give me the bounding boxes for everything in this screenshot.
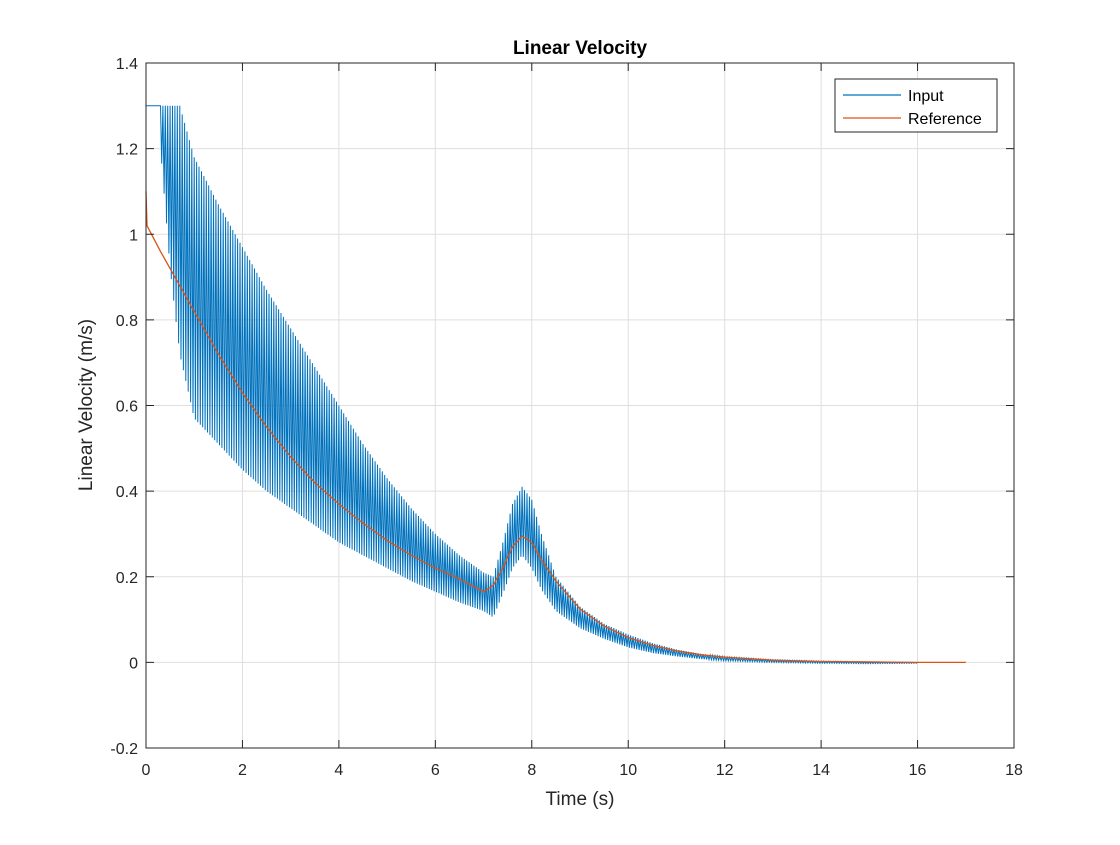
y-axis-label: Linear Velocity (m/s) (76, 319, 97, 491)
y-tick-labels: -0.2 0 0.2 0.4 0.6 0.8 1 1.2 1.4 (110, 56, 138, 758)
legend[interactable]: Input Reference (834, 78, 998, 133)
y-tick-label: 0.8 (116, 313, 138, 330)
series-reference-line (145, 191, 966, 664)
x-tick-label: 10 (619, 762, 637, 779)
y-tick-label: 0.4 (116, 484, 138, 501)
x-tick-label: 18 (1005, 762, 1023, 779)
x-tick-label: 6 (431, 762, 440, 779)
y-tick-label: 0.6 (116, 399, 138, 416)
y-tick-label: -0.2 (110, 741, 138, 758)
chart-title: Linear Velocity (513, 38, 648, 59)
legend-label-reference: Reference (908, 111, 982, 128)
y-tick-label: 1.4 (116, 56, 138, 73)
x-tick-label: 0 (142, 762, 151, 779)
series-layer (145, 105, 966, 665)
y-tick-label: 0.2 (116, 570, 138, 587)
x-tick-label: 8 (527, 762, 536, 779)
x-tick-labels: 0 2 4 6 8 10 12 14 16 18 (142, 762, 1023, 779)
y-tick-label: 1 (129, 227, 138, 244)
legend-box (834, 78, 998, 133)
x-tick-label: 12 (716, 762, 734, 779)
legend-label-input: Input (908, 88, 944, 105)
y-tick-label: 0 (129, 655, 138, 672)
x-axis-label: Time (s) (546, 789, 615, 810)
x-tick-label: 14 (812, 762, 830, 779)
x-tick-label: 2 (238, 762, 247, 779)
ticks (145, 62, 1015, 749)
x-tick-label: 16 (909, 762, 927, 779)
y-tick-label: 1.2 (116, 142, 138, 159)
x-tick-label: 4 (334, 762, 343, 779)
